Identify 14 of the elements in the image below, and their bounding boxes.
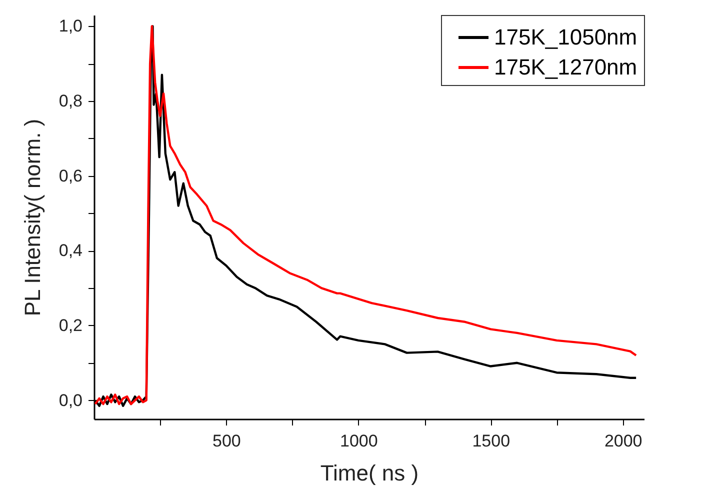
legend-label: 175K_1270nm (494, 54, 638, 80)
y-tick-label: 0,2 (58, 316, 82, 335)
y-tick-label: 0,0 (58, 390, 82, 410)
y-tick-label: 1,0 (58, 16, 82, 36)
y-tick-label: 0,8 (58, 92, 82, 111)
x-tick-label: 1000 (340, 432, 378, 450)
x-axis-title: Time( ns ) (320, 460, 419, 486)
x-tick-label: 1500 (472, 432, 510, 450)
y-tick-label: 0,4 (58, 241, 82, 260)
y-axis-title: PL Intensity( norm. ) (20, 118, 45, 316)
x-tick-label: 500 (212, 432, 241, 450)
y-tick-label: 0,6 (58, 166, 82, 186)
x-tick-label: 2000 (604, 432, 642, 450)
legend-label: 175K_1050nm (494, 24, 638, 50)
